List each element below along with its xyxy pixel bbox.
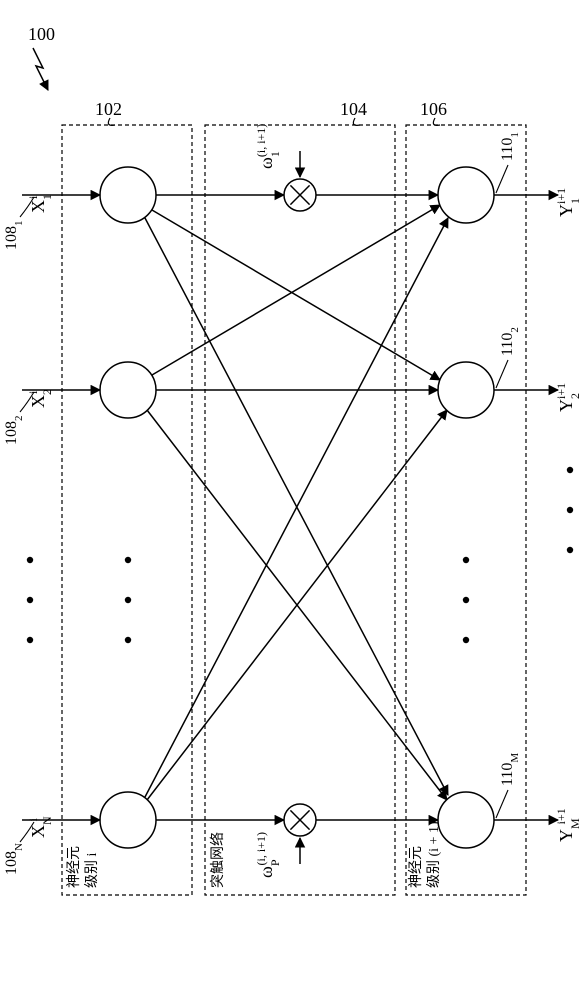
input-var-label: XNi xyxy=(26,816,54,838)
input-ref-label: 1081 xyxy=(3,221,25,251)
input-ref-label: 108N xyxy=(3,843,25,875)
svg-text:1101: 1101 xyxy=(499,132,521,161)
figure-ref-label: 100 xyxy=(28,24,55,44)
output-ref-label: 110M xyxy=(499,753,521,786)
svg-text:1102: 1102 xyxy=(499,327,521,356)
synapse-layer-ref-label: 104 xyxy=(340,99,367,119)
input-layer-caption: 神经元级别 i xyxy=(66,846,100,888)
svg-text:108N: 108N xyxy=(3,843,25,875)
svg-text:神经元: 神经元 xyxy=(408,846,424,888)
input-ref-label: 1082 xyxy=(3,416,25,446)
svg-text:突触网络: 突触网络 xyxy=(210,832,226,888)
output-layer-ref-leader xyxy=(433,118,440,125)
neural-network-diagram: 100102104106神经元级别 i突触网络神经元级别 (i + 1)ω1(i… xyxy=(0,0,586,1000)
output-ref-label: 1101 xyxy=(499,132,521,161)
input-ellipsis-dot xyxy=(125,637,131,643)
output-var-label: Y2i+1 xyxy=(554,383,582,412)
edge xyxy=(152,210,440,380)
svg-text:ω1(i, i+1): ω1(i, i+1) xyxy=(254,124,282,169)
svg-text:Y1i+1: Y1i+1 xyxy=(554,188,582,217)
output-ref-leader xyxy=(496,165,508,193)
svg-text:1081: 1081 xyxy=(3,221,25,251)
input-ellipsis-dot xyxy=(125,557,131,563)
output-neuron xyxy=(438,362,494,418)
input-layer-box xyxy=(62,125,192,895)
svg-text:110M: 110M xyxy=(499,753,521,786)
output-var-label: Y1i+1 xyxy=(554,188,582,217)
output-ellipsis-dot xyxy=(463,557,469,563)
svg-text:Y2i+1: Y2i+1 xyxy=(554,383,582,412)
left-outer-ellipsis-dot xyxy=(27,597,33,603)
outer-ellipsis-dot xyxy=(567,467,573,473)
svg-text:YMi+1: YMi+1 xyxy=(554,808,582,842)
input-neuron xyxy=(100,167,156,223)
synapse-layer-caption: 突触网络 xyxy=(210,832,226,888)
weight-label: ωP(i, i+1) xyxy=(254,832,282,878)
edge xyxy=(152,205,440,375)
svg-text:XNi: XNi xyxy=(26,816,54,838)
input-ellipsis-dot xyxy=(125,597,131,603)
svg-text:神经元: 神经元 xyxy=(66,846,82,888)
synapse-layer-box xyxy=(205,125,395,895)
synapse-layer-ref-leader xyxy=(353,118,360,125)
output-ellipsis-dot xyxy=(463,637,469,643)
input-neuron xyxy=(100,362,156,418)
output-var-label: YMi+1 xyxy=(554,808,582,842)
svg-text:级别 i: 级别 i xyxy=(84,853,100,888)
svg-text:ωP(i, i+1): ωP(i, i+1) xyxy=(254,832,282,878)
output-neuron xyxy=(438,167,494,223)
output-neuron xyxy=(438,792,494,848)
svg-text:1082: 1082 xyxy=(3,416,25,446)
output-ref-leader xyxy=(496,360,508,388)
input-layer-ref-leader xyxy=(108,118,115,125)
output-ellipsis-dot xyxy=(463,597,469,603)
outer-ellipsis-dot xyxy=(567,547,573,553)
input-neuron xyxy=(100,792,156,848)
figure-ref-arrow xyxy=(33,48,48,90)
left-outer-ellipsis-dot xyxy=(27,557,33,563)
outer-ellipsis-dot xyxy=(567,507,573,513)
output-layer-ref-label: 106 xyxy=(420,99,447,119)
weight-label: ω1(i, i+1) xyxy=(254,124,282,169)
output-ref-leader xyxy=(496,790,508,818)
input-layer-ref-label: 102 xyxy=(95,99,122,119)
output-ref-label: 1102 xyxy=(499,327,521,356)
output-layer-caption: 神经元级别 (i + 1) xyxy=(408,821,442,888)
left-outer-ellipsis-dot xyxy=(27,637,33,643)
